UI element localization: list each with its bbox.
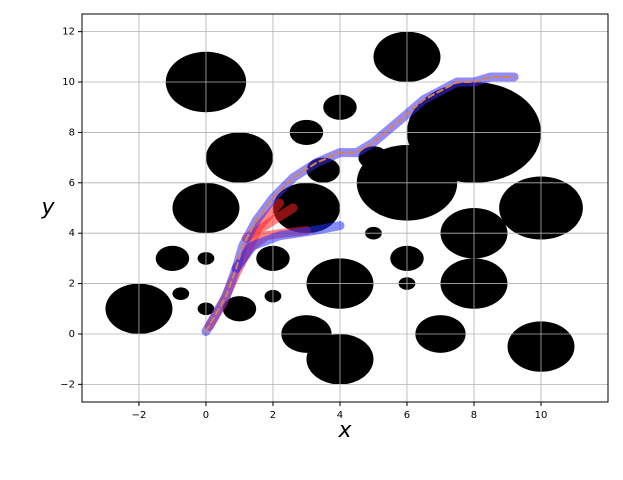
- y-tick-label: −2: [60, 379, 75, 390]
- obstacle: [205, 132, 273, 183]
- y-tick-label: 2: [69, 279, 75, 290]
- x-axis-label: x: [337, 418, 352, 443]
- plot-frame: [81, 13, 609, 403]
- x-tick-label: 2: [270, 410, 276, 421]
- y-tick-label: 0: [69, 329, 75, 340]
- obstacle: [272, 182, 340, 234]
- x-tick-label: 10: [535, 410, 548, 421]
- x-tick-label: 6: [404, 410, 410, 421]
- mean-trajectory: [204, 75, 516, 333]
- y-tick-label: 10: [62, 77, 75, 88]
- x-tick-label: −2: [132, 410, 147, 421]
- y-tick-label: 12: [62, 27, 75, 38]
- obstacle: [222, 296, 257, 322]
- y-tick-label: 6: [69, 178, 75, 189]
- y-axis-label: y: [40, 195, 55, 220]
- trajectory-band: [231, 221, 345, 273]
- obstacle: [172, 287, 190, 300]
- y-tick-label: 4: [69, 228, 75, 239]
- x-tick-label: 8: [471, 410, 477, 421]
- x-tick-label: 4: [337, 410, 343, 421]
- obstacle: [155, 245, 190, 271]
- y-tick-label: 8: [69, 127, 75, 138]
- x-tick-label: 0: [203, 410, 209, 421]
